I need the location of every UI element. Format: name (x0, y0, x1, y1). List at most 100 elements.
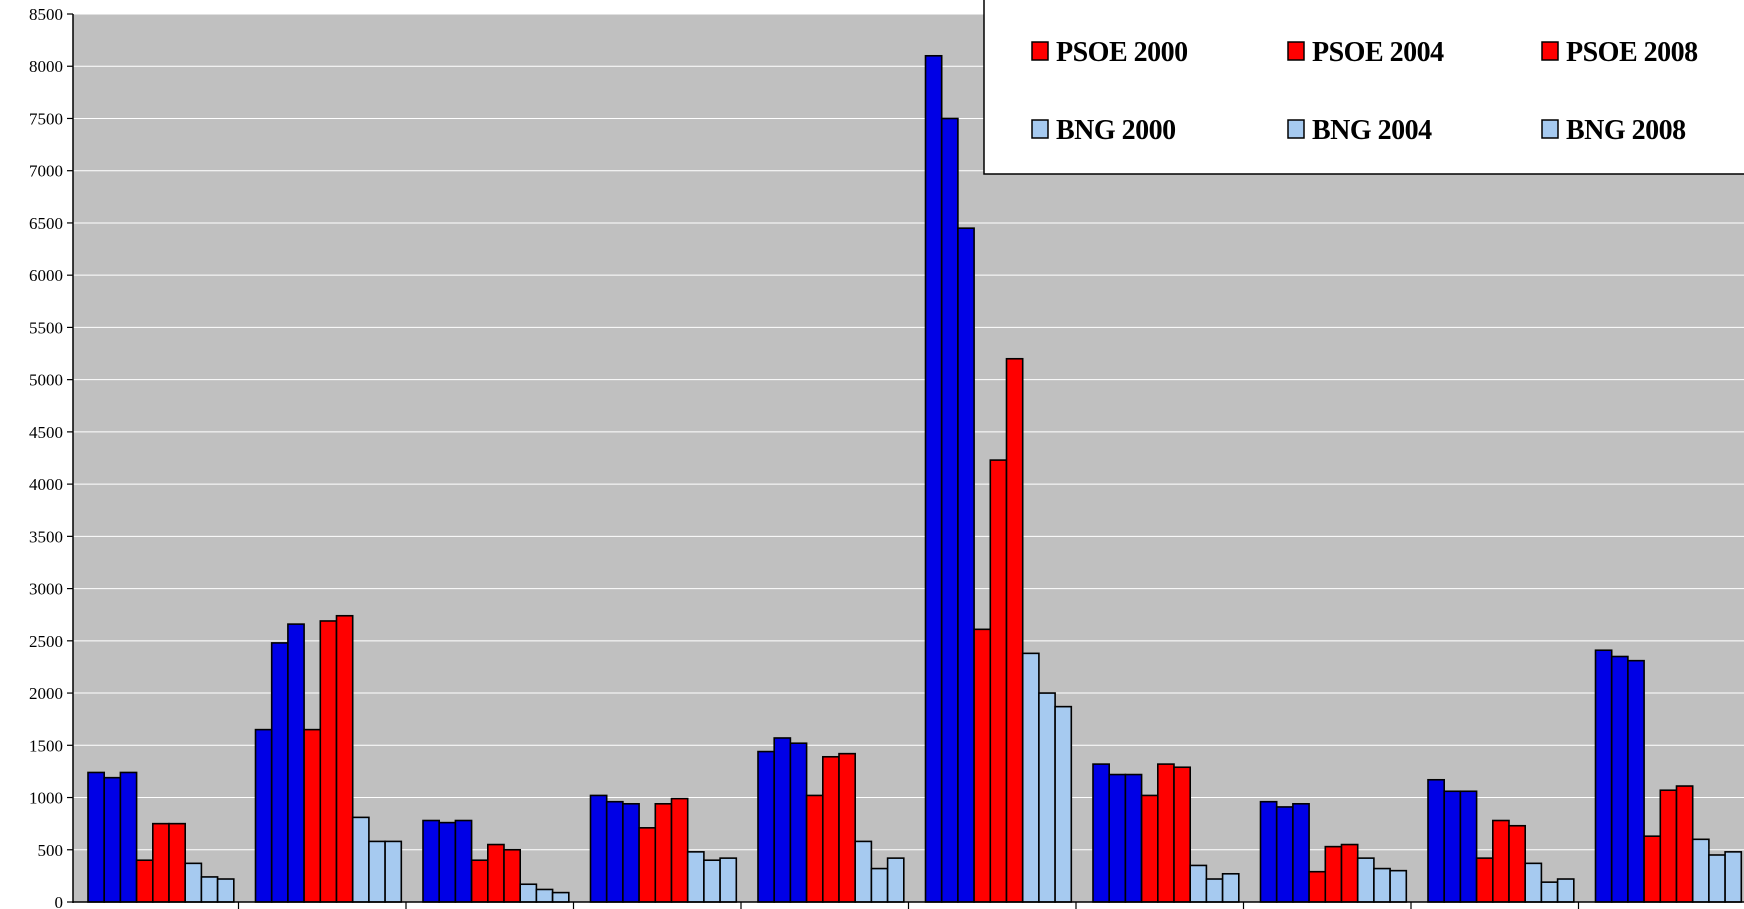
bar (757, 750, 776, 903)
y-tick-label: 6000 (29, 266, 63, 285)
y-tick-label: 2000 (29, 684, 63, 703)
bar (1092, 763, 1111, 903)
y-tick-label: 4000 (29, 475, 63, 494)
y-tick-labels: 0 500 1000 1500 2000 2500 3000 3500 4000 4500 5000… (29, 5, 1580, 909)
bar (1475, 857, 1494, 903)
bar (1275, 806, 1294, 903)
bar (254, 728, 273, 903)
bar (1021, 652, 1040, 903)
bar (1221, 872, 1240, 903)
y-tick-label: 3000 (29, 580, 63, 599)
bar (1540, 881, 1559, 903)
bar (422, 819, 441, 903)
bar (1340, 843, 1359, 903)
bar (1124, 773, 1143, 903)
legend-swatch (1541, 119, 1559, 139)
bar (1173, 766, 1192, 903)
bar (384, 840, 403, 903)
bar (1205, 878, 1224, 903)
bar (870, 867, 889, 903)
y-tick-label: 3500 (29, 527, 63, 546)
bar (1508, 824, 1527, 903)
legend: PSOE 2000 PSOE 2004 PSOE 2008 BNG 2000 BNG 2… (983, 0, 1744, 175)
y-tick-label: 500 (38, 841, 64, 860)
bar (216, 878, 235, 903)
bar (1308, 870, 1327, 903)
legend-label: BNG 2004 (1312, 115, 1432, 146)
y-tick-label: 5000 (29, 371, 63, 390)
bar (1643, 835, 1662, 903)
bar (551, 891, 570, 903)
y-tick-label: 7000 (29, 162, 63, 181)
bar (1373, 867, 1391, 903)
bar (1724, 851, 1743, 903)
bar (719, 857, 738, 903)
bar (303, 728, 322, 903)
legend-label: PSOE 2000 (1056, 37, 1188, 68)
y-tick-label: 1500 (29, 736, 63, 755)
legend-swatch (1541, 41, 1559, 61)
bar (838, 752, 857, 903)
bar (1259, 800, 1278, 903)
bar (503, 848, 522, 903)
bar (940, 117, 959, 903)
bar (1691, 838, 1710, 903)
bar (654, 802, 673, 903)
bar (1189, 864, 1208, 903)
bar (1556, 878, 1575, 903)
bar (924, 54, 943, 903)
bar (1038, 692, 1056, 903)
bar (1610, 655, 1629, 903)
bar (1427, 778, 1446, 903)
bar (168, 822, 187, 903)
bar (773, 737, 792, 903)
bar (1492, 819, 1510, 903)
bar (1108, 773, 1127, 903)
bar (1140, 794, 1159, 903)
y-tick-label: 4500 (29, 423, 63, 442)
bar (335, 614, 354, 903)
bar (622, 802, 640, 903)
bar (1708, 854, 1726, 903)
legend-box (983, 0, 1744, 175)
bar (519, 883, 538, 903)
bar (287, 623, 305, 903)
legend-swatch (1031, 41, 1049, 61)
bar (854, 840, 873, 903)
bar (1459, 790, 1478, 903)
bar (703, 859, 721, 903)
legend-label: BNG 2008 (1566, 115, 1686, 146)
bar (670, 797, 689, 903)
bar (589, 794, 608, 903)
bar (989, 459, 1008, 903)
bar (1594, 649, 1613, 903)
bar (973, 628, 992, 903)
legend-swatch (1287, 41, 1305, 61)
bar (103, 776, 122, 903)
legend-swatch (1287, 119, 1305, 139)
y-tick-label: 8500 (29, 5, 63, 24)
bar (1524, 862, 1543, 903)
y-tick-label: 2500 (29, 632, 63, 651)
bars (87, 54, 1743, 903)
bar (486, 843, 505, 903)
bar (1292, 802, 1310, 903)
bar (351, 816, 370, 903)
bar (821, 755, 840, 903)
legend-label: PSOE 2008 (1566, 37, 1698, 68)
bar (805, 794, 824, 903)
y-tick-label: 8000 (29, 57, 63, 76)
bar (1157, 763, 1175, 903)
bar (368, 840, 386, 903)
bar (535, 888, 554, 903)
bar (1659, 789, 1678, 903)
bar (686, 851, 705, 903)
bar (184, 862, 203, 903)
bar (1356, 857, 1375, 903)
y-tick-label: 6500 (29, 214, 63, 233)
bar (1675, 785, 1694, 903)
bar (605, 800, 624, 903)
bar (135, 859, 154, 903)
bar (1627, 659, 1645, 903)
